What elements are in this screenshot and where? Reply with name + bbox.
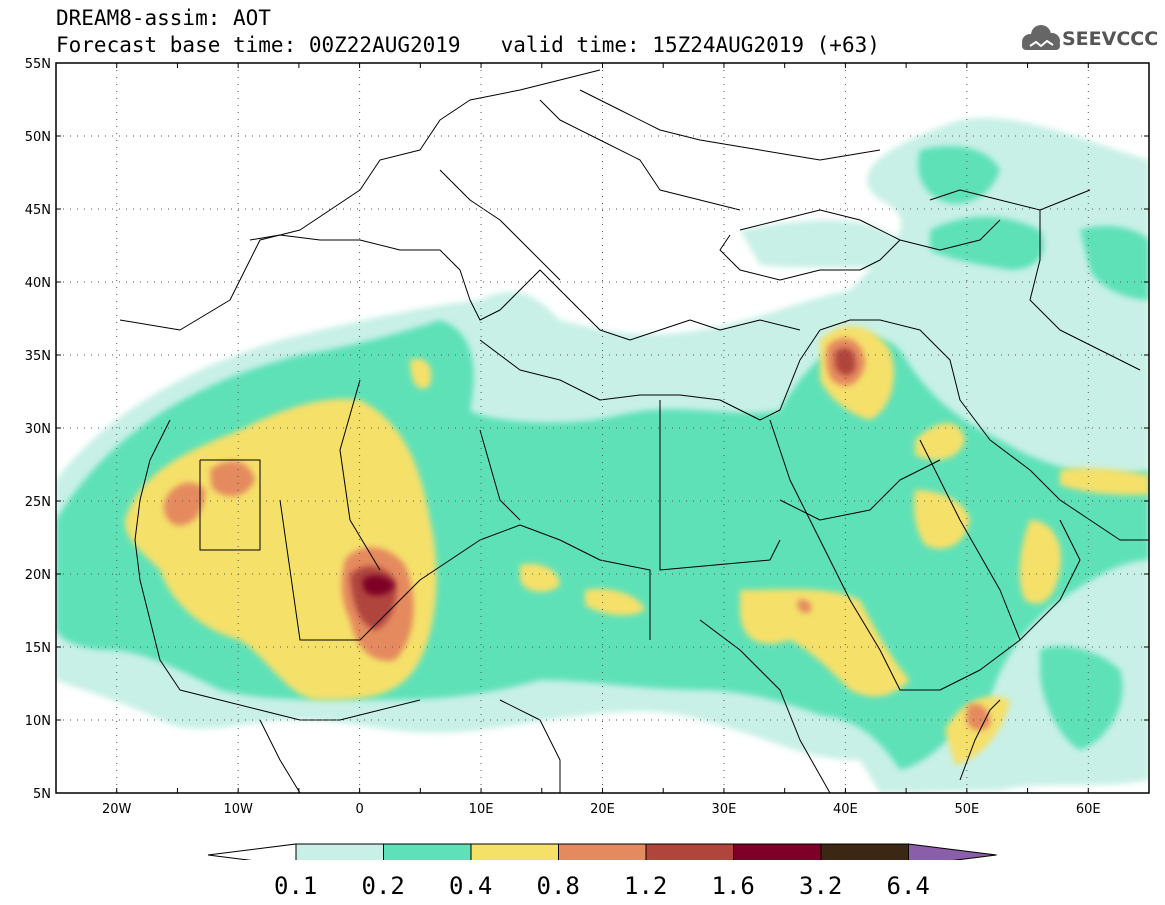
- lat-label: 20N: [25, 568, 51, 583]
- lon-label: 10W: [223, 802, 253, 817]
- colorbar-min-arrow: [207, 843, 297, 860]
- colorbar-segment: [733, 843, 822, 860]
- lat-label: 25N: [25, 495, 51, 510]
- lon-label: 50E: [954, 802, 979, 817]
- lat-label: 50N: [25, 130, 51, 145]
- lon-label: 40E: [833, 802, 858, 817]
- colorbar-level-label: 0.2: [361, 872, 405, 900]
- base-time: Forecast base time: 00Z22AUG2019: [56, 33, 461, 57]
- lon-label: 20E: [590, 802, 615, 817]
- colorbar-level-label: 3.2: [799, 872, 843, 900]
- colorbar-segment: [645, 843, 734, 860]
- lon-label: 60E: [1076, 802, 1101, 817]
- lon-label: 0: [355, 802, 363, 817]
- logo-text: SEEVCCC: [1062, 28, 1159, 50]
- valid-time: valid time: 15Z24AUG2019 (+63): [500, 33, 880, 57]
- colorbar-level-label: 1.6: [711, 872, 755, 900]
- colorbar-level-label: 1.2: [624, 872, 668, 900]
- gridlines: [56, 63, 1149, 793]
- cloud-icon: [1022, 25, 1060, 50]
- colorbar-level-label: 0.8: [536, 872, 580, 900]
- colorbar-level-label: 6.4: [886, 872, 930, 900]
- chart-title: DREAM8-assim: AOT: [56, 6, 271, 30]
- colorbar: [207, 843, 997, 860]
- colorbar-segment: [295, 843, 384, 860]
- lat-label: 55N: [25, 57, 51, 72]
- colorbar-segment: [558, 843, 647, 860]
- lat-label: 5N: [33, 787, 51, 802]
- lat-label: 10N: [25, 714, 51, 729]
- lat-label: 40N: [25, 276, 51, 291]
- colorbar-level-label: 0.1: [274, 872, 318, 900]
- colorbar-segment: [383, 843, 472, 860]
- aot-map: 20W 10W 0 10E 20E 30E 40E 50E 60E 55N 50N 45N 40N 35…: [25, 57, 1150, 860]
- lat-label: 30N: [25, 422, 51, 437]
- lon-label: 30E: [712, 802, 737, 817]
- lat-label: 35N: [25, 349, 51, 364]
- colorbar-segment: [470, 843, 559, 860]
- colorbar-segment: [820, 843, 909, 860]
- colorbar-max-arrow: [908, 843, 997, 860]
- lon-label: 20W: [102, 802, 132, 817]
- colorbar-level-label: 0.4: [449, 872, 493, 900]
- lat-label: 15N: [25, 641, 51, 656]
- forecast-times: Forecast base time: 00Z22AUG2019 valid ti…: [56, 33, 880, 57]
- lon-label: 10E: [469, 802, 494, 817]
- lat-label: 45N: [25, 203, 51, 218]
- coastlines: [119, 69, 1149, 793]
